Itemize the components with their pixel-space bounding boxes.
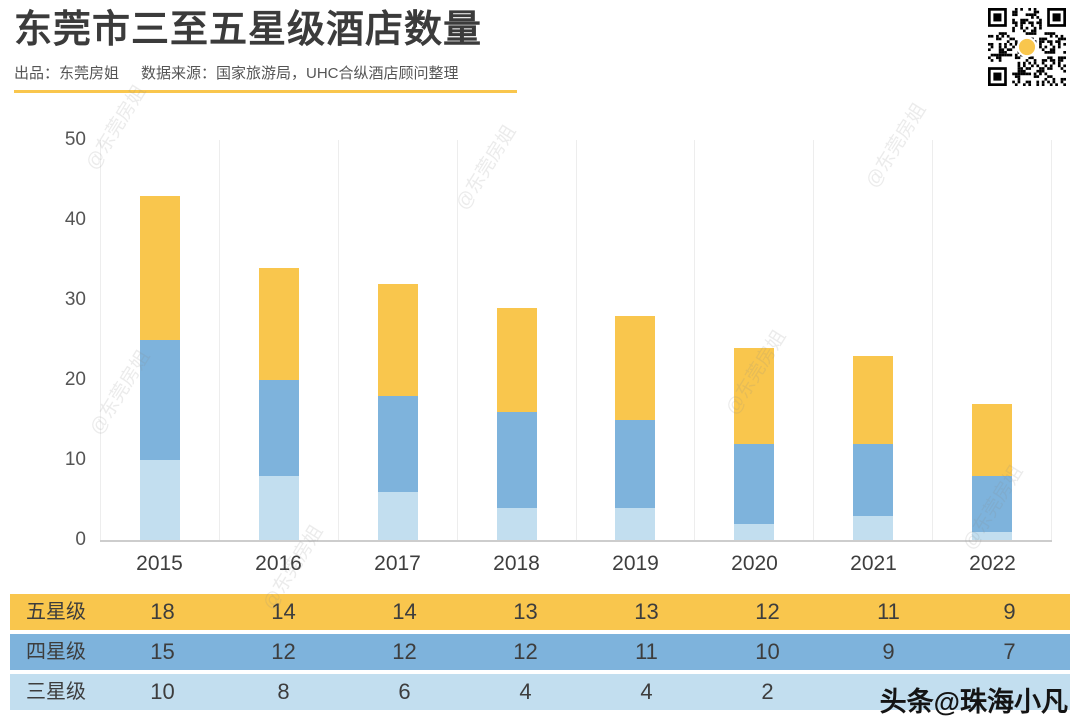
subtitle-source: 出品：东莞房姐 (14, 64, 120, 82)
bar-column-2020 (694, 140, 813, 540)
plot-area (100, 140, 1052, 542)
table-cell-四星级-2016: 12 (271, 639, 296, 664)
bar-column-2015 (100, 140, 219, 540)
footer-watermark: 头条@珠海小凡 (879, 687, 1068, 717)
bar-segment-五星级 (615, 316, 656, 420)
table-cell-五星级-2020: 12 (755, 599, 780, 624)
bar-segment-五星级 (377, 284, 418, 396)
bar-segment-五星级 (853, 356, 894, 444)
y-axis-tick-40: 40 (64, 209, 86, 230)
y-axis-tick-0: 0 (75, 529, 86, 550)
table-cell-五星级-2015: 18 (150, 599, 175, 624)
bar-segment-五星级 (972, 404, 1013, 476)
bar-column-2022 (932, 140, 1052, 540)
x-axis-label-2016: 2016 (255, 552, 302, 575)
table-cell-四星级-2015: 15 (150, 639, 175, 664)
bar-segment-三星级 (139, 460, 180, 540)
subtitle: 出品：东莞房姐 数据来源：国家旅游局，UHC合纵酒店顾问整理 (14, 62, 517, 83)
table-cell-四星级-2017: 12 (392, 639, 417, 664)
bar-column-2018 (456, 140, 576, 540)
bar-column-2016 (218, 140, 338, 540)
table-cell-五星级-2019: 13 (634, 599, 659, 624)
bar-column-2021 (813, 140, 932, 540)
data-table: 五星级 18 14 14 13 13 12 11 9 四星级 15 12 12 12 11 10 9 7 三星级 10… (10, 594, 1070, 710)
bar-segment-三星级 (258, 476, 299, 540)
row-label-五星级: 五星级 (26, 601, 86, 623)
x-axis-labels: 2015 2016 2017 2018 2019 2020 2021 2022 (100, 552, 1052, 576)
y-axis-tick-50: 50 (64, 129, 86, 150)
table-cell-四星级-2021: 9 (882, 639, 895, 664)
bar-segment-三星级 (853, 516, 894, 540)
x-axis-label-2022: 2022 (969, 552, 1016, 575)
x-axis-label-2017: 2017 (374, 552, 421, 575)
bar-segment-三星级 (496, 508, 537, 540)
table-cell-三星级-2017: 6 (398, 679, 411, 704)
table-cell-三星级-2018: 4 (519, 679, 532, 704)
bar-segment-三星级 (972, 532, 1013, 540)
bar-segment-四星级 (734, 444, 775, 524)
stacked-bar-2016 (258, 268, 299, 540)
table-row-三星级: 三星级 10 8 6 4 4 2 (10, 674, 1070, 710)
table-cell-四星级-2022: 7 (1003, 639, 1016, 664)
header: 东莞市三至五星级酒店数量 出品：东莞房姐 数据来源：国家旅游局，UHC合纵酒店顾问… (14, 8, 517, 93)
bar-segment-四星级 (972, 476, 1013, 532)
y-axis-tick-30: 30 (64, 289, 86, 310)
row-label-四星级: 四星级 (26, 641, 86, 663)
table-cell-五星级-2022: 9 (1003, 599, 1016, 624)
stacked-bar-2019 (615, 316, 656, 540)
bar-segment-四星级 (615, 420, 656, 508)
stacked-bar-2015 (139, 196, 180, 540)
x-axis-label-2018: 2018 (493, 552, 540, 575)
table-cell-三星级-2016: 8 (277, 679, 290, 704)
table-cell-四星级-2020: 10 (755, 639, 780, 664)
bar-segment-四星级 (496, 412, 537, 508)
bar-segment-四星级 (377, 396, 418, 492)
table-row-四星级: 四星级 15 12 12 12 11 10 9 7 (10, 634, 1070, 670)
bar-segment-四星级 (139, 340, 180, 460)
qr-code-icon (988, 8, 1066, 86)
table-cell-三星级-2015: 10 (150, 679, 175, 704)
x-axis-label-2020: 2020 (731, 552, 778, 575)
y-axis-tick-10: 10 (64, 449, 86, 470)
table-cell-四星级-2019: 11 (635, 639, 658, 664)
table-cell-三星级-2020: 2 (761, 679, 774, 704)
stacked-bar-2018 (496, 308, 537, 540)
bar-segment-四星级 (258, 380, 299, 476)
stacked-bar-2021 (853, 356, 894, 540)
table-cell-四星级-2018: 12 (513, 639, 538, 664)
table-row-五星级: 五星级 18 14 14 13 13 12 11 9 (10, 594, 1070, 630)
bar-segment-四星级 (853, 444, 894, 516)
accent-underline (14, 89, 517, 93)
bar-segment-三星级 (615, 508, 656, 540)
bar-segment-五星级 (258, 268, 299, 380)
bar-segment-五星级 (139, 196, 180, 340)
page-title: 东莞市三至五星级酒店数量 (14, 9, 483, 51)
bar-column-2017 (337, 140, 457, 540)
bar-segment-三星级 (734, 524, 775, 540)
x-axis-label-2021: 2021 (850, 552, 897, 575)
bar-segment-三星级 (377, 492, 418, 540)
stacked-bar-2022 (972, 404, 1013, 540)
table-cell-五星级-2021: 11 (877, 599, 900, 624)
bar-segment-五星级 (496, 308, 537, 412)
y-axis-tick-20: 20 (64, 369, 86, 390)
stacked-bar-2017 (377, 284, 418, 540)
table-cell-三星级-2019: 4 (640, 679, 653, 704)
x-axis-label-2019: 2019 (612, 552, 659, 575)
bar-segment-五星级 (734, 348, 775, 444)
table-cell-五星级-2018: 13 (513, 599, 538, 624)
row-label-三星级: 三星级 (26, 681, 86, 703)
bar-column-2019 (575, 140, 695, 540)
subtitle-data-source: 数据来源：国家旅游局，UHC合纵酒店顾问整理 (141, 64, 459, 82)
table-cell-五星级-2017: 14 (392, 599, 417, 624)
stacked-bar-2020 (734, 348, 775, 540)
x-axis-label-2015: 2015 (136, 552, 183, 575)
table-cell-五星级-2016: 14 (271, 599, 296, 624)
